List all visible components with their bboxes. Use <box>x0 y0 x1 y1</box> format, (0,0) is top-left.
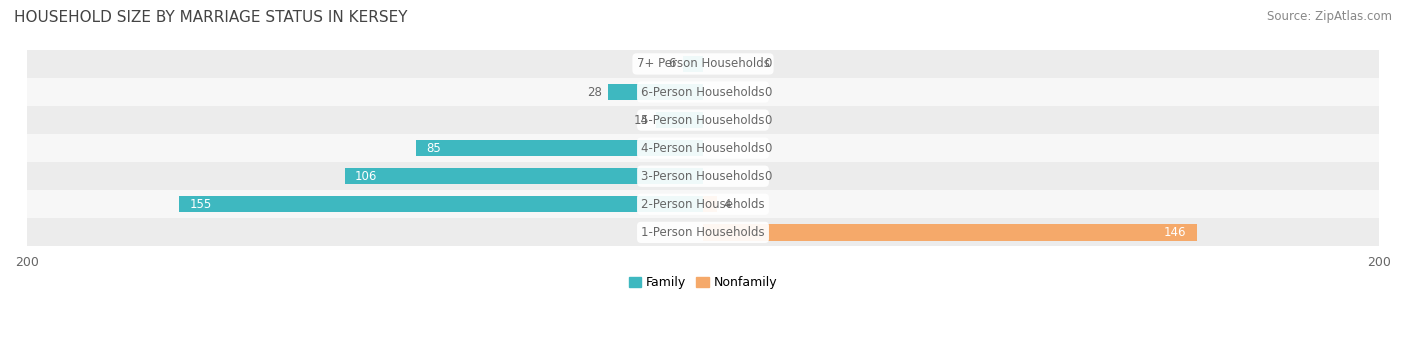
Bar <box>344 168 703 184</box>
Text: 6: 6 <box>668 57 676 71</box>
Text: 2-Person Households: 2-Person Households <box>641 198 765 211</box>
Text: 14: 14 <box>634 114 650 127</box>
Text: Source: ZipAtlas.com: Source: ZipAtlas.com <box>1267 10 1392 23</box>
Text: 85: 85 <box>426 142 440 155</box>
Text: 0: 0 <box>763 114 772 127</box>
Text: 3-Person Households: 3-Person Households <box>641 170 765 183</box>
Text: 6-Person Households: 6-Person Households <box>641 86 765 99</box>
Text: 7+ Person Households: 7+ Person Households <box>637 57 769 71</box>
Text: 4: 4 <box>723 198 731 211</box>
Bar <box>27 162 1379 190</box>
Bar <box>703 196 717 212</box>
Bar <box>609 84 703 100</box>
Bar <box>655 112 703 128</box>
Text: 106: 106 <box>354 170 377 183</box>
Text: 5-Person Households: 5-Person Households <box>641 114 765 127</box>
Text: 0: 0 <box>763 57 772 71</box>
Text: 1-Person Households: 1-Person Households <box>641 226 765 239</box>
Text: 0: 0 <box>763 170 772 183</box>
Text: 28: 28 <box>586 86 602 99</box>
Bar <box>27 190 1379 218</box>
Text: 146: 146 <box>1164 226 1187 239</box>
Text: 155: 155 <box>190 198 211 211</box>
Legend: Family, Nonfamily: Family, Nonfamily <box>628 277 778 290</box>
Bar <box>416 140 703 156</box>
Bar <box>27 106 1379 134</box>
Text: HOUSEHOLD SIZE BY MARRIAGE STATUS IN KERSEY: HOUSEHOLD SIZE BY MARRIAGE STATUS IN KER… <box>14 10 408 25</box>
Bar <box>27 218 1379 247</box>
Bar <box>179 196 703 212</box>
Bar <box>703 224 1197 240</box>
Bar <box>27 134 1379 162</box>
Text: 0: 0 <box>763 142 772 155</box>
Text: 4-Person Households: 4-Person Households <box>641 142 765 155</box>
Text: 0: 0 <box>763 86 772 99</box>
Bar <box>27 50 1379 78</box>
Bar <box>683 56 703 72</box>
Bar <box>27 78 1379 106</box>
